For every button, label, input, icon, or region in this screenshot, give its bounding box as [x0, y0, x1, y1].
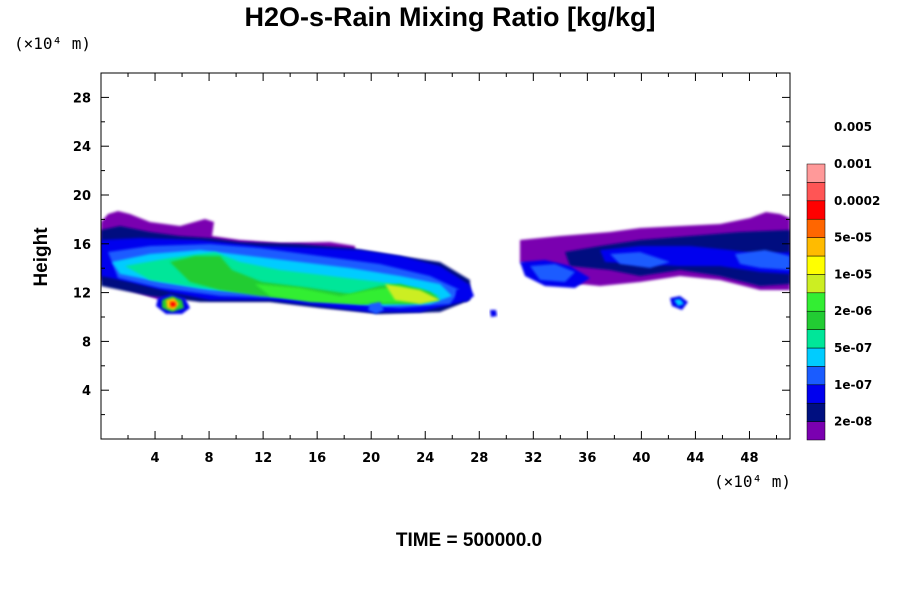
legend-label: 0.005 — [834, 120, 872, 134]
legend-swatch — [806, 329, 826, 349]
x-tick-label: 16 — [308, 451, 326, 466]
field-region — [674, 299, 684, 306]
x-tick-label: 4 — [151, 451, 160, 466]
chart-title: H2O-s-Rain Mixing Ratio [kg/kg] — [244, 2, 656, 32]
legend-label: 2e-08 — [834, 415, 872, 429]
x-tick-label: 44 — [686, 451, 704, 466]
x-tick-label: 32 — [524, 451, 542, 466]
legend-label: 0.0002 — [834, 194, 880, 208]
x-tick-label: 48 — [740, 451, 758, 466]
plot-frame — [100, 72, 791, 440]
legend-label: 1e-07 — [834, 378, 872, 392]
y-tick-label: 16 — [73, 238, 91, 253]
x-tick-label: 36 — [578, 451, 596, 466]
y-axis-unit: (×10⁴ m) — [14, 34, 92, 53]
y-tick-label: 28 — [73, 91, 91, 106]
y-tick-label: 12 — [73, 287, 91, 302]
legend-swatch — [806, 237, 826, 257]
field-region — [490, 310, 497, 317]
field-region — [610, 252, 670, 268]
color-legend: 2e-08 1e-07 5e-07 2e-06 1e-05 5e-05 0.0002 0.00… — [806, 120, 880, 441]
y-tick-label: 4 — [82, 384, 91, 399]
x-tick-label: 28 — [470, 451, 488, 466]
legend-swatch — [806, 347, 826, 367]
y-tick-label: 24 — [73, 140, 91, 155]
legend-label: 5e-05 — [834, 231, 872, 245]
x-tick-label: 8 — [205, 451, 214, 466]
field-region — [385, 284, 440, 304]
legend-swatch — [806, 200, 826, 220]
legend-swatch — [806, 292, 826, 312]
legend-swatch — [806, 163, 826, 183]
legend-swatch — [806, 255, 826, 275]
legend-swatch — [806, 274, 826, 294]
legend-label: 5e-07 — [834, 341, 872, 355]
field-region — [735, 250, 790, 270]
legend-swatch — [806, 421, 826, 441]
legend-swatch — [806, 402, 826, 422]
x-tick-label: 40 — [632, 451, 650, 466]
legend-swatch — [806, 218, 826, 238]
x-tick-label: 12 — [254, 451, 272, 466]
data-field — [101, 211, 790, 317]
legend-swatch — [806, 182, 826, 202]
legend-swatch — [806, 366, 826, 386]
legend-label: 0.001 — [834, 157, 872, 171]
time-label: TIME = 500000.0 — [395, 530, 543, 551]
field-region — [255, 284, 428, 304]
y-tick-label: 8 — [82, 335, 91, 350]
x-tick-label: 20 — [362, 451, 380, 466]
legend-swatch — [806, 384, 826, 404]
field-region — [368, 302, 384, 314]
x-axis-unit: (×10⁴ m) — [714, 472, 792, 491]
field-region — [530, 264, 575, 282]
x-tick-label: 24 — [416, 451, 434, 466]
field-region — [456, 286, 474, 302]
legend-label: 2e-06 — [834, 304, 872, 318]
legend-label: 1e-05 — [834, 267, 872, 281]
y-tick-label: 20 — [73, 189, 91, 204]
field-region — [170, 302, 176, 307]
legend-swatch — [806, 310, 826, 330]
